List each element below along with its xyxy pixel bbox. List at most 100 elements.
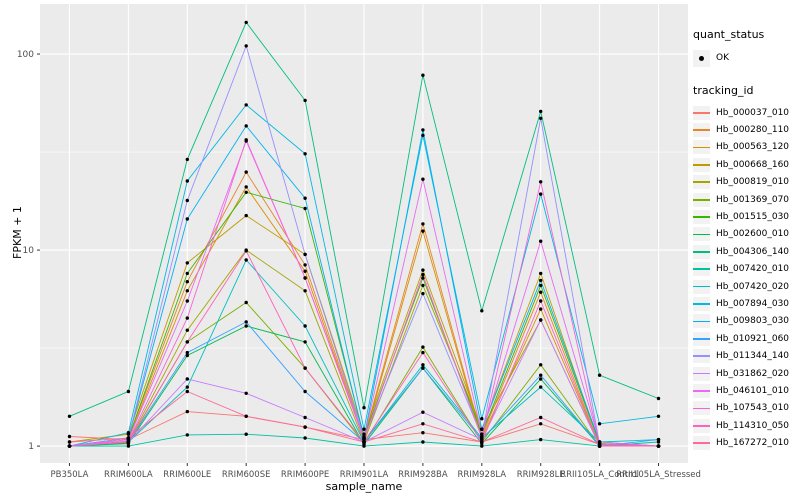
data-point xyxy=(185,377,189,381)
legend-key-swatch xyxy=(693,105,710,120)
legend-item: Hb_011344_140 xyxy=(693,347,799,364)
data-point xyxy=(421,440,425,444)
legend-item-ok: OK xyxy=(693,48,799,68)
data-point xyxy=(539,437,543,442)
data-point xyxy=(539,109,543,114)
data-point xyxy=(421,283,425,288)
data-point xyxy=(185,157,189,162)
legend-item: Hb_007420_010 xyxy=(693,261,799,278)
data-point xyxy=(421,291,425,296)
data-point xyxy=(539,278,543,283)
legend-key-swatch xyxy=(693,366,710,381)
data-point xyxy=(185,271,189,276)
data-point xyxy=(244,170,248,174)
data-point xyxy=(421,128,425,132)
data-point xyxy=(303,340,307,344)
data-point xyxy=(185,409,189,414)
data-point xyxy=(539,271,543,276)
legend-item-label: Hb_000819_010 xyxy=(716,177,790,188)
legend-item: Hb_007420_020 xyxy=(693,278,799,295)
legend-item-label: Hb_007894_030 xyxy=(716,298,790,309)
data-point xyxy=(185,433,189,437)
legend-item-label: Hb_000668_160 xyxy=(716,159,790,170)
data-point xyxy=(597,442,602,447)
data-point xyxy=(185,328,189,332)
data-point xyxy=(480,444,484,448)
data-point xyxy=(421,133,425,137)
data-point xyxy=(303,425,307,429)
x-tick-label: RRIM600SE xyxy=(222,470,271,480)
legend-item: Hb_001515_030 xyxy=(693,208,799,225)
legend-title-tracking-id: tracking_id xyxy=(693,84,754,97)
data-point xyxy=(539,283,543,288)
data-point xyxy=(303,289,307,293)
data-point xyxy=(480,427,484,431)
data-point xyxy=(421,177,425,181)
data-point xyxy=(421,410,425,414)
data-point xyxy=(303,366,307,370)
data-point xyxy=(185,299,189,303)
data-point xyxy=(362,444,366,448)
legend-key-swatch xyxy=(693,349,710,364)
data-point xyxy=(362,427,366,431)
legend-item: Hb_000280_110 xyxy=(693,121,799,138)
y-tick-label: 1 xyxy=(28,442,34,452)
data-point xyxy=(303,389,307,394)
legend-item-label: Hb_031862_020 xyxy=(716,368,790,379)
data-point xyxy=(244,391,248,395)
data-point xyxy=(185,261,189,265)
data-point xyxy=(244,138,248,142)
data-point xyxy=(185,340,189,344)
legend-item: Hb_007894_030 xyxy=(693,295,799,312)
data-point xyxy=(421,422,425,426)
x-tick-label: PB350LA xyxy=(50,470,88,480)
data-point xyxy=(244,249,248,253)
legend-key-swatch xyxy=(693,227,710,242)
data-point xyxy=(421,229,425,233)
legend-key-swatch xyxy=(693,123,710,138)
data-point xyxy=(244,414,248,418)
data-point xyxy=(303,324,307,328)
legend-item-label: Hb_114310_050 xyxy=(716,420,790,431)
data-point xyxy=(244,124,248,128)
data-point xyxy=(539,415,543,420)
data-point xyxy=(421,73,425,77)
data-point xyxy=(539,116,543,121)
legend-key-swatch xyxy=(693,436,710,451)
data-point xyxy=(303,269,307,273)
legend-key-swatch xyxy=(693,244,710,259)
x-tick-label: RRIM928LE xyxy=(517,470,565,480)
data-point xyxy=(126,431,131,435)
legend-item-label: Hb_009803_030 xyxy=(716,316,790,327)
data-point xyxy=(244,258,248,262)
legend-item: Hb_000037_010 xyxy=(693,104,799,121)
data-point xyxy=(185,198,189,203)
data-point xyxy=(244,190,248,194)
legend-item-label: OK xyxy=(716,53,729,63)
data-point xyxy=(421,345,425,349)
data-point xyxy=(67,414,72,418)
legend-item-label: Hb_011344_140 xyxy=(716,351,790,362)
data-point xyxy=(421,431,425,435)
data-point xyxy=(126,436,131,440)
data-point xyxy=(67,440,72,444)
y-axis-title: FPKM + 1 xyxy=(11,206,24,259)
legend-key-swatch xyxy=(693,279,710,294)
data-point xyxy=(303,415,307,420)
data-point xyxy=(244,213,248,218)
legend-item: Hb_001369_070 xyxy=(693,191,799,208)
data-point xyxy=(126,389,131,394)
legend-tracking-items: Hb_000037_010 Hb_000280_110 Hb_000563_120 H… xyxy=(693,104,799,452)
data-point xyxy=(185,353,189,358)
legend-item: Hb_000563_120 xyxy=(693,139,799,156)
data-point xyxy=(656,444,661,448)
legend-item-label: Hb_001369_070 xyxy=(716,194,790,205)
data-point xyxy=(597,440,602,444)
data-point xyxy=(185,350,189,355)
data-point xyxy=(303,252,307,257)
legend-item: Hb_002600_010 xyxy=(693,226,799,243)
data-point xyxy=(67,434,72,439)
x-tick-label: RRIM901LA xyxy=(340,470,389,480)
